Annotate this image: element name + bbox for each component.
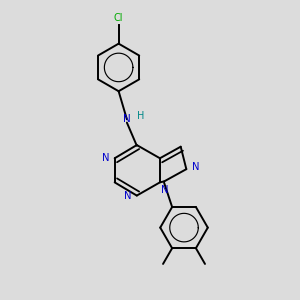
Text: N: N: [192, 162, 199, 172]
Text: N: N: [123, 114, 131, 124]
Text: N: N: [102, 153, 109, 163]
Text: H: H: [137, 111, 144, 121]
Text: N: N: [161, 184, 169, 195]
Text: N: N: [124, 190, 131, 201]
Text: Cl: Cl: [114, 13, 123, 23]
